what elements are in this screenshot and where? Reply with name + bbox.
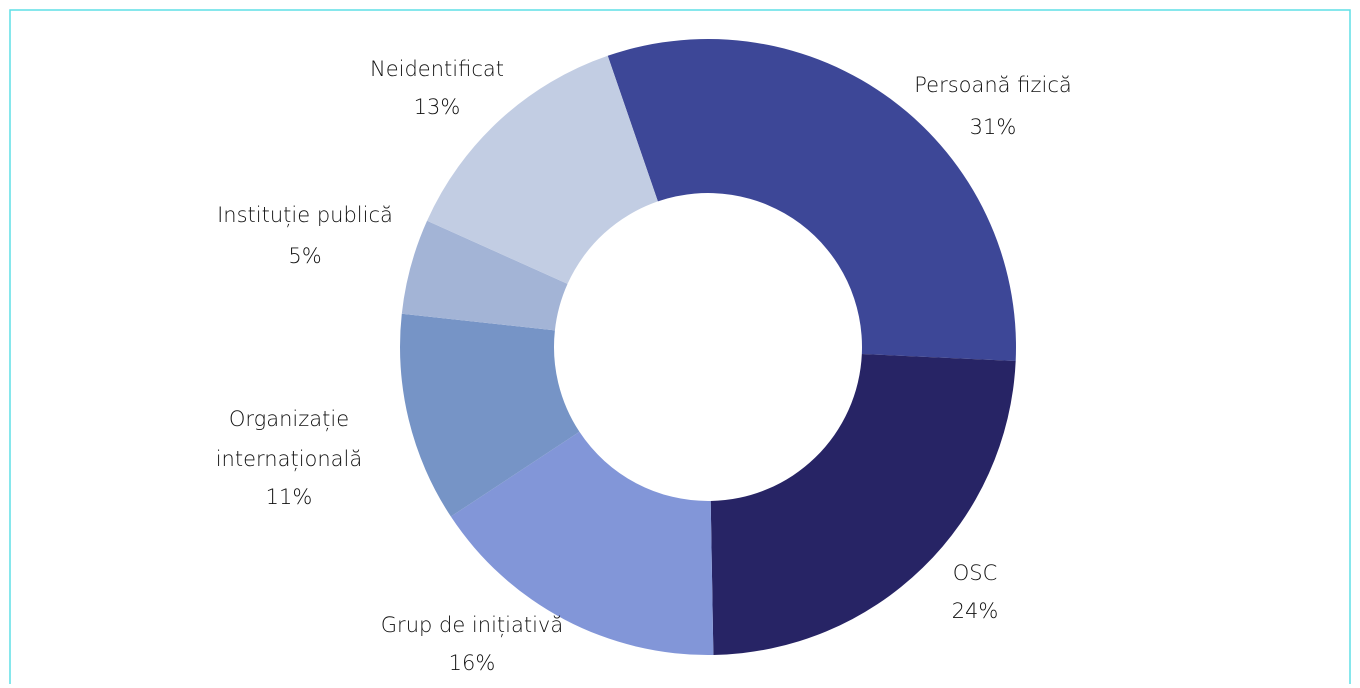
slice-value: 31%: [970, 115, 1017, 139]
slice-label: Grup de inițiativă: [381, 613, 563, 637]
slice-label: Instituție publică: [217, 203, 393, 227]
slice-value: 24%: [952, 599, 999, 623]
label-line: Organizație: [229, 407, 349, 431]
slice-value: 11%: [266, 485, 313, 509]
slice-value: 5%: [288, 244, 321, 268]
donut-slice: [710, 353, 1016, 655]
frame: [9, 9, 1351, 688]
slice-value: 16%: [449, 651, 496, 675]
label-line: internațională: [216, 447, 363, 471]
slice-label: Organizație internațională: [216, 407, 363, 471]
donut-slice: [427, 55, 658, 284]
donut-slice: [399, 313, 580, 517]
slice-label: Neidentificat: [370, 57, 504, 81]
donut-slice: [401, 220, 568, 331]
slice-label: OSC: [953, 561, 998, 585]
slice-label: Persoană fizică: [914, 73, 1071, 97]
donut-slice: [607, 39, 1016, 361]
donut-slice: [450, 431, 714, 655]
slice-value: 13%: [414, 95, 461, 119]
